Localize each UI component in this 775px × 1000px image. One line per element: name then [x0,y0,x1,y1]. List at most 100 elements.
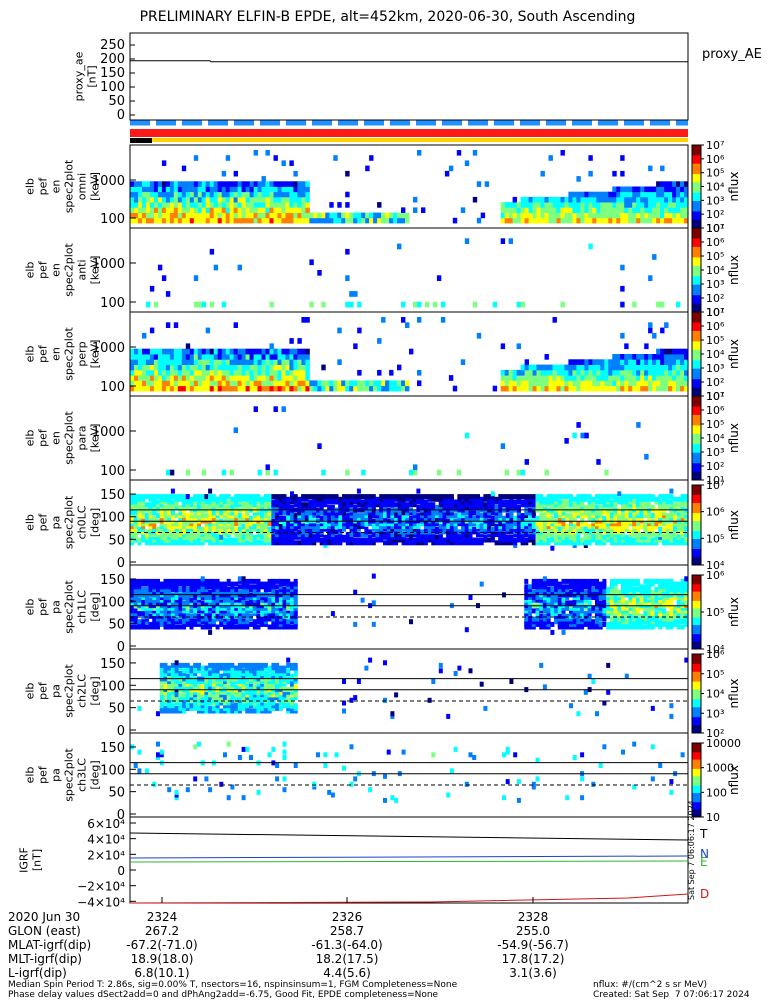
pa-cell [263,526,268,532]
spec-cell [664,207,669,213]
pa-cell [327,515,332,521]
pa-cell [182,537,187,543]
spec-tick-label: 1000 [92,341,125,356]
pa-cell [226,499,231,505]
pa-cell [453,526,458,532]
spec-cell [189,191,195,198]
pa-cell [509,494,514,500]
pa-cell [676,502,681,508]
pa-cell [528,600,532,606]
pa-cell [371,499,376,505]
pa-cell [223,624,227,630]
spec-cell [253,202,258,208]
spec-cell [197,186,203,193]
spec-cell [644,375,649,381]
spec-cell [193,196,199,203]
pa-cell [535,581,540,587]
pa-cell [554,608,559,614]
spec-cell [245,369,250,376]
spec-cell [572,191,577,198]
pa-cell [386,494,391,500]
spec-cell [668,348,673,355]
spec-cell [520,375,525,381]
pa-cell [144,529,149,535]
pa-cell [293,613,298,619]
spec-cell [209,212,215,219]
spec-cell [345,217,350,224]
pa-cell [286,534,291,540]
spec-cell [269,369,274,376]
pa-cell [260,521,265,527]
pa-cell [643,521,648,527]
spec-cell [169,202,175,208]
spec-cell [130,191,135,198]
pa-cell [256,540,261,546]
pa-cell [569,619,573,625]
pa-cell [524,597,529,603]
pa-cell [479,521,484,527]
pa-cell [226,537,231,543]
spec-cell [528,364,533,371]
pa-cell [591,521,596,527]
spec-cell [237,364,242,371]
pa-cell [576,611,581,617]
pa-cell [587,532,592,538]
pa-cell [204,597,209,603]
spec-cell [640,207,645,213]
spec-cell [616,375,621,381]
pa-cell [468,515,473,521]
pa-cell [583,597,588,603]
pa-cell [245,524,250,529]
spec-cell [149,369,155,376]
pa-cell [468,513,473,519]
pa-cell [159,589,164,595]
pa-cell [144,597,149,603]
pa-cell [290,496,294,502]
pa-cell [167,616,172,622]
pa-cell [390,496,395,502]
spec-cell [269,191,274,198]
pa-cell [178,540,183,546]
pa-cell [271,613,276,619]
pa-cell [461,502,466,508]
pa-cell [583,595,588,600]
pa-cell [502,524,506,529]
pa-cell [643,510,648,516]
pa-cell [256,537,261,543]
spec-cell [221,207,227,213]
spec-cell [269,375,274,381]
pa-cell [141,613,146,619]
pa-cell [182,529,187,535]
pa-cell [557,499,562,505]
pa-cell [170,540,175,546]
spec-cell [660,207,665,213]
pa-cell [316,524,320,529]
spec-cell [201,348,207,355]
spec-cell [293,186,298,193]
pa-cell [170,624,175,630]
spec-cell [273,212,278,219]
pa-cell [569,578,573,584]
spec-cell [217,385,223,392]
pa-cell [223,597,227,603]
spec-cell [369,217,374,224]
pa-cell [267,502,272,508]
spec-cell [265,375,270,381]
proxy-tick-label: 50 [108,94,125,109]
spec-cell [644,202,649,208]
pa-cell [572,613,577,619]
spec-cell [225,348,231,355]
pa-cell [479,537,484,543]
pa-cell [256,578,261,584]
pa-cell [148,532,153,538]
pa-cell [130,496,134,502]
pa-cell [312,526,317,532]
pa-cell [163,524,168,529]
pa-cell [416,494,421,500]
pa-cell [662,499,666,505]
spec-cell [676,191,681,198]
pa-cell [572,578,577,584]
spec-cell [249,354,254,360]
spec-cell [492,301,498,308]
spec-cell [181,202,187,208]
